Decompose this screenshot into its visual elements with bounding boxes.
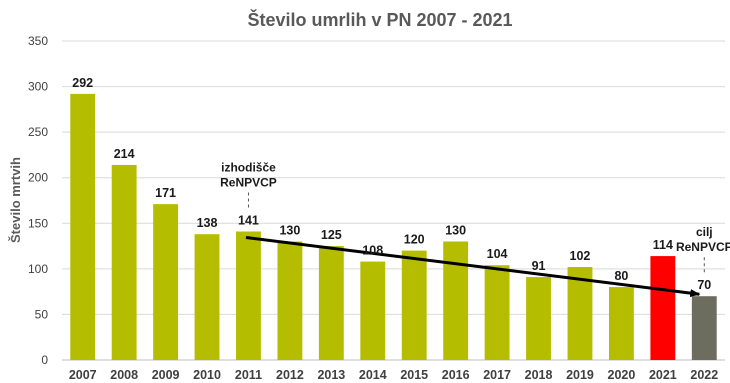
data-label-2020: 80	[614, 269, 628, 283]
y-tick-label: 150	[28, 216, 48, 230]
data-label-2011: 141	[238, 213, 259, 227]
data-label-2010: 138	[197, 216, 218, 230]
data-label-2007: 292	[72, 76, 93, 90]
bar-2018	[526, 277, 551, 360]
bar-2012	[277, 241, 303, 360]
data-label-2012: 130	[279, 224, 300, 238]
x-tick-label-2021: 2021	[649, 368, 677, 382]
y-axis-label: Število mrtvih	[8, 157, 23, 243]
data-label-2016: 130	[445, 224, 466, 238]
bar-2017	[484, 265, 510, 360]
bar-2014	[360, 261, 386, 360]
bar-2011	[236, 231, 261, 360]
y-tick-label: 50	[35, 307, 49, 321]
x-tick-label-2016: 2016	[442, 368, 470, 382]
y-tick-label: 200	[28, 171, 48, 185]
data-label-2022: 70	[697, 278, 711, 292]
data-labels: 292 214 171 138 141 130 125 108 120 130 104 91 102 80…	[72, 76, 711, 292]
x-tick-label-2007: 2007	[69, 368, 97, 382]
data-label-2017: 104	[487, 247, 508, 261]
bar-2019	[567, 267, 593, 360]
bar-2008	[111, 164, 137, 360]
trend-line	[245, 236, 701, 298]
x-tick-label-2019: 2019	[566, 368, 594, 382]
bar-2020	[608, 287, 634, 360]
x-axis-ticks: 2007 2008 2009 2010 2011 2012 2013 2014 2015 2016…	[69, 368, 718, 382]
x-tick-label-2013: 2013	[317, 368, 345, 382]
annotation-text: cilj	[696, 225, 713, 239]
bars	[70, 93, 717, 360]
bar-2010	[194, 234, 220, 360]
x-tick-label-2009: 2009	[152, 368, 180, 382]
bar-2016	[443, 241, 469, 360]
data-label-2019: 102	[570, 249, 591, 263]
data-label-2018: 91	[532, 259, 546, 273]
bar-2022	[691, 296, 717, 360]
x-tick-label-2022: 2022	[690, 368, 718, 382]
bar-2007	[70, 93, 96, 360]
data-label-2015: 120	[404, 233, 425, 247]
x-tick-label-2011: 2011	[235, 368, 262, 382]
x-tick-label-2017: 2017	[483, 368, 511, 382]
y-tick-label: 0	[41, 353, 48, 367]
data-label-2008: 214	[114, 147, 135, 161]
bar-2013	[318, 246, 344, 360]
x-tick-label-2015: 2015	[400, 368, 428, 382]
x-tick-label-2018: 2018	[525, 368, 553, 382]
trend-line-group	[245, 236, 701, 298]
bar-2021	[650, 256, 676, 360]
annotation-text: ReNPVCP	[220, 175, 277, 189]
x-tick-label-2008: 2008	[110, 368, 138, 382]
data-label-2021: 114	[653, 238, 673, 252]
y-tick-label: 300	[28, 80, 48, 94]
data-label-2009: 171	[155, 186, 176, 200]
x-tick-label-2014: 2014	[359, 368, 387, 382]
annotation-text: ReNPVCP	[676, 240, 730, 254]
annotation-text: izhodišče	[221, 160, 276, 174]
x-tick-label-2012: 2012	[276, 368, 304, 382]
y-tick-label: 350	[28, 34, 48, 48]
data-label-2013: 125	[321, 228, 342, 242]
data-label-2014: 108	[362, 244, 383, 258]
chart-title: Število umrlih v PN 2007 - 2021	[247, 9, 512, 30]
y-tick-label: 100	[28, 262, 48, 276]
bar-2015	[401, 250, 427, 360]
y-axis-ticks: 0 50 100 150 200 250 300 350	[28, 34, 48, 367]
x-tick-label-2010: 2010	[193, 368, 221, 382]
y-tick-label: 250	[28, 125, 48, 139]
x-tick-label-2020: 2020	[608, 368, 636, 382]
bar-2009	[153, 204, 179, 360]
